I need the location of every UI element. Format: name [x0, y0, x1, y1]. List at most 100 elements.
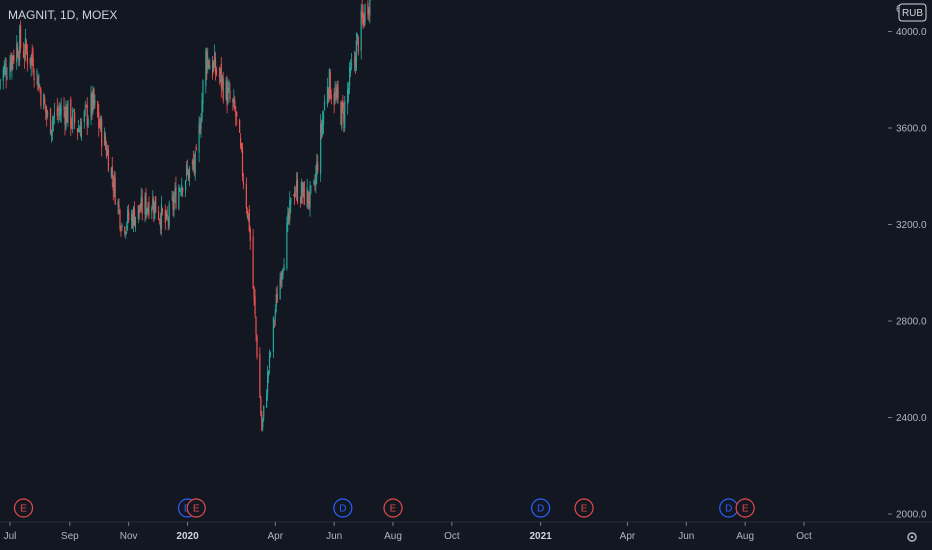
candles-layer [0, 0, 373, 432]
candle-body [158, 219, 161, 221]
candle-body [306, 187, 308, 208]
candle-body [241, 148, 244, 177]
candle-body [157, 211, 160, 220]
candle-body [310, 185, 312, 187]
candle-body [77, 129, 80, 132]
candle-body [93, 88, 95, 106]
candle-body [313, 180, 315, 184]
earnings-event-icon[interactable]: E [13, 498, 34, 518]
candle-body [218, 75, 220, 77]
candle-body [181, 184, 183, 195]
gear-hub [910, 535, 914, 539]
candle-body [160, 204, 163, 230]
candle-body [354, 56, 356, 67]
candle-body [205, 50, 207, 87]
candle-body [141, 197, 143, 214]
candle-body [202, 80, 204, 104]
time-tick-label: Nov [120, 531, 138, 542]
time-tick-label: Jul [4, 531, 17, 542]
candle-body [236, 111, 238, 117]
candle-body [29, 57, 31, 65]
candle-body [307, 190, 309, 204]
candle-body [112, 183, 114, 191]
time-tick-label: Jun [326, 531, 342, 542]
candle-body [349, 67, 352, 73]
candle-body [369, 0, 371, 17]
candle-body [315, 172, 317, 187]
earnings-event-icon[interactable]: E [383, 498, 403, 518]
candle-body [71, 123, 73, 126]
candle-body [209, 64, 211, 70]
candle-body [199, 125, 201, 134]
candle-body [356, 33, 358, 38]
events-layer[interactable]: EDEDEDEDE [13, 498, 755, 518]
candle-body [333, 94, 335, 106]
candle-body [40, 89, 42, 106]
candle-body [320, 123, 322, 174]
candle-body [355, 40, 357, 71]
candle-body [171, 198, 173, 199]
candle-body [268, 352, 271, 369]
dividend-event-icon[interactable]: D [719, 498, 739, 518]
earnings-event-icon[interactable]: E [735, 498, 755, 518]
candle-body [232, 98, 234, 103]
price-tick-label: 4000.0 [896, 27, 927, 38]
candle-body [350, 62, 353, 68]
candle-body [133, 208, 136, 226]
candle-body [45, 104, 47, 113]
time-axis[interactable]: Jul Sep Nov 2020 Apr Jun Aug Oct 2021 Apr Jun Aug Oc… [0, 521, 932, 542]
candle-body [18, 58, 20, 60]
candle-body [52, 117, 55, 122]
candle-body [194, 151, 196, 175]
dividend-event-icon[interactable]: D [531, 498, 551, 518]
candle-body [261, 414, 263, 431]
candle-body [289, 200, 291, 220]
event-circle [13, 498, 34, 518]
candle-body [361, 10, 363, 19]
candle-body [67, 100, 69, 123]
price-tick-label: 3600.0 [896, 124, 927, 135]
candle-body [200, 121, 202, 130]
chart-title: MAGNIT, 1D, MOEX [8, 8, 117, 22]
dividend-event-icon[interactable]: D [333, 498, 353, 518]
event-circle [383, 498, 403, 518]
candle-body [0, 79, 1, 81]
candle-body [322, 112, 325, 126]
candle-body [309, 185, 311, 209]
earnings-event-icon[interactable]: E [186, 498, 206, 518]
candle-body [344, 101, 346, 128]
candle-body [287, 213, 289, 224]
candle-body [234, 100, 236, 110]
candle-body [357, 36, 359, 53]
candle-body [269, 352, 272, 355]
candle-body [308, 200, 310, 205]
candle-body [342, 100, 344, 108]
candle-body [85, 105, 87, 107]
candle-body [148, 202, 150, 217]
candle-body [124, 227, 126, 234]
candle-body [6, 77, 8, 79]
candle-body [172, 196, 174, 209]
candle-body [53, 112, 55, 118]
candle-body [25, 42, 28, 51]
candle-body [263, 405, 265, 418]
settings-gear-icon[interactable] [907, 532, 917, 542]
candle-body [327, 88, 329, 98]
candle-body [255, 317, 257, 335]
price-tick-label: 3200.0 [896, 220, 927, 231]
candle-body [51, 121, 54, 132]
candle-body [228, 87, 230, 89]
currency-button[interactable]: RUB [898, 3, 927, 22]
candle-body [23, 53, 26, 58]
candle-body [72, 110, 74, 129]
candle-body [239, 119, 241, 133]
candle-body [286, 222, 288, 269]
earnings-event-icon[interactable]: E [574, 498, 594, 518]
event-circle [186, 498, 206, 518]
candle-body [288, 210, 290, 220]
price-tick-label: 2800.0 [896, 317, 927, 328]
candle-body [206, 52, 208, 70]
candle-body [221, 76, 223, 83]
candle-body [321, 119, 324, 135]
